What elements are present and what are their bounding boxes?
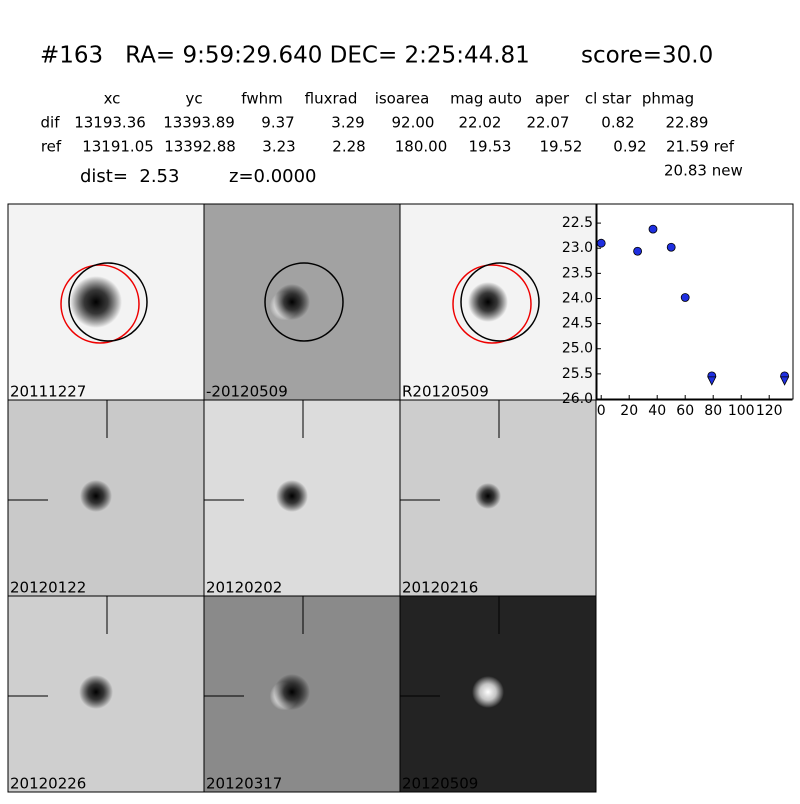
y-tick-label: 23.5 xyxy=(562,265,593,281)
plot-area xyxy=(596,203,794,400)
source xyxy=(276,480,308,512)
table-cell: 2.28 xyxy=(332,138,365,156)
source xyxy=(475,483,501,509)
title: #163 RA= 9:59:29.640 DEC= 2:25:44.81 sco… xyxy=(40,43,713,69)
aperture-black xyxy=(264,262,344,342)
x-tick-label: 80 xyxy=(704,403,722,419)
table-cell: 180.00 xyxy=(395,138,448,156)
stamp-label: R20120509 xyxy=(402,383,489,401)
table-cell: 13193.36 xyxy=(74,114,146,132)
y-tick-label: 24.0 xyxy=(562,290,593,306)
stamp-label: 20111227 xyxy=(10,383,86,401)
column-header: fluxrad xyxy=(305,90,358,108)
column-header: xc xyxy=(104,90,121,108)
table-cell: 92.00 xyxy=(392,114,435,132)
table-cell: 3.23 xyxy=(262,138,295,156)
aperture-red xyxy=(60,264,140,344)
plot: 22.5 23.0 23.5 24.0 24.5 25.0 25.5 26.00 20 40 60 8… xyxy=(562,203,794,419)
x-tick-label: 100 xyxy=(728,403,755,419)
upper-limit xyxy=(779,376,790,386)
stamp-label: 20120317 xyxy=(206,775,282,793)
y-tick-label: 22.5 xyxy=(562,215,593,231)
column-header: phmag xyxy=(642,90,694,108)
table: xc yc fwhm fluxrad isoarea mag auto aper cl sta… xyxy=(41,90,743,180)
source xyxy=(274,284,310,320)
table-note: 20.83 new xyxy=(664,162,743,180)
stamp-label: -20120509 xyxy=(206,383,288,401)
source xyxy=(274,674,310,710)
source xyxy=(472,676,504,708)
column-header: isoarea xyxy=(375,90,430,108)
stamp-label: 20120226 xyxy=(10,775,86,793)
table-cell: 22.89 xyxy=(666,114,709,132)
source xyxy=(80,480,112,512)
y-tick-label: 25.0 xyxy=(562,341,593,357)
point xyxy=(648,224,658,234)
source xyxy=(70,276,122,328)
upper-limit xyxy=(707,376,717,386)
table-cell: 3.29 xyxy=(331,114,364,132)
y-tick-label: 24.5 xyxy=(562,316,593,332)
y-tick-label: 26.0 xyxy=(562,391,593,407)
column-header: yc xyxy=(185,90,202,108)
table-cell: 0.82 xyxy=(601,114,634,132)
source xyxy=(468,282,508,322)
aperture-black xyxy=(68,262,148,342)
column-header: cl star xyxy=(585,90,632,108)
column-header: aper xyxy=(535,90,570,108)
source xyxy=(79,675,113,709)
x-tick-label: 60 xyxy=(676,403,694,419)
y-tick-label: 25.5 xyxy=(562,366,593,382)
stamp-label: 20120216 xyxy=(402,579,478,597)
stamp-label: 20120202 xyxy=(206,579,282,597)
dist: dist= 2.53 xyxy=(80,166,179,187)
y-tick-label: 23.0 xyxy=(562,240,593,256)
point xyxy=(596,238,606,248)
table-cell: 22.02 xyxy=(459,114,502,132)
stamp-label: 20120509 xyxy=(402,775,478,793)
x-tick-label: 40 xyxy=(648,403,666,419)
point xyxy=(666,242,676,252)
column-header: fwhm xyxy=(241,90,282,108)
table-cell: 0.92 xyxy=(613,138,646,156)
table-cell: ref xyxy=(41,138,62,156)
point xyxy=(633,246,642,256)
table-cell: dif xyxy=(41,114,61,132)
table-cell: 21.59 ref xyxy=(666,138,735,156)
table-cell: 19.52 xyxy=(540,138,583,156)
table-cell: 13191.05 xyxy=(82,138,154,156)
aperture-black xyxy=(460,262,540,342)
table-cell: 19.53 xyxy=(469,138,512,156)
point xyxy=(680,293,690,302)
table-cell: 13393.89 xyxy=(163,114,235,132)
table-cell: 13392.88 xyxy=(164,138,236,156)
redshift: z=0.0000 xyxy=(229,166,317,187)
x-tick-label: 120 xyxy=(756,403,783,419)
aperture-red xyxy=(452,264,532,344)
table-cell: 22.07 xyxy=(527,114,570,132)
column-header: mag auto xyxy=(450,90,522,108)
x-tick-label: 20 xyxy=(620,403,638,419)
table-cell: 9.37 xyxy=(261,114,294,132)
x-tick-label: 0 xyxy=(597,403,606,419)
stamp-label: 20120122 xyxy=(10,579,86,597)
